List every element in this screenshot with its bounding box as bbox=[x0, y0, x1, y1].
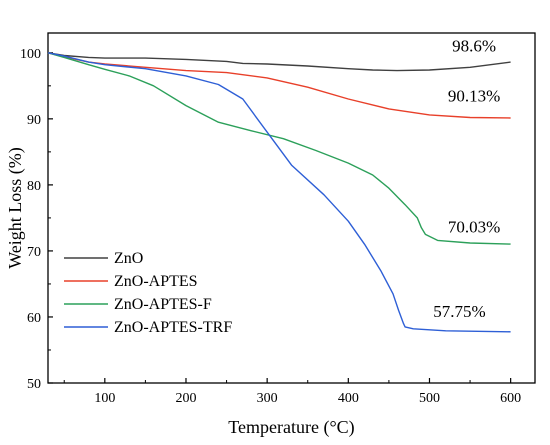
y-axis-title: Weight Loss (%) bbox=[5, 147, 26, 269]
x-tick-label: 200 bbox=[175, 391, 196, 406]
x-tick-label: 400 bbox=[338, 391, 359, 406]
legend-label: ZnO-APTES bbox=[114, 273, 198, 290]
x-tick-label: 300 bbox=[257, 391, 278, 406]
x-tick-label: 500 bbox=[419, 391, 440, 406]
series-line-zno-aptes-f bbox=[47, 52, 511, 245]
legend: ZnO ZnO-APTES ZnO-APTES-F ZnO-APTES-TRF bbox=[64, 250, 232, 336]
y-tick-label: 70 bbox=[27, 245, 41, 260]
value-annotation: 70.03% bbox=[448, 217, 500, 236]
x-tick-label: 600 bbox=[500, 391, 521, 406]
y-tick-label: 50 bbox=[27, 377, 41, 392]
annotations: 98.6% 90.13% 70.03% 57.75% bbox=[433, 36, 500, 320]
series-layer bbox=[47, 52, 511, 333]
value-annotation: 90.13% bbox=[448, 87, 500, 106]
x-axis: 100 200 300 400 500 600 bbox=[63, 378, 521, 406]
legend-label: ZnO-APTES-TRF bbox=[114, 319, 232, 336]
y-axis: 50 60 70 80 90 100 bbox=[20, 47, 53, 392]
legend-label: ZnO bbox=[114, 250, 143, 267]
x-axis-title: Temperature (°C) bbox=[228, 417, 354, 438]
y-tick-label: 90 bbox=[27, 113, 41, 128]
plot-frame bbox=[47, 32, 536, 384]
y-tick-label: 100 bbox=[20, 47, 41, 62]
series-line-zno bbox=[47, 52, 511, 72]
legend-label: ZnO-APTES-F bbox=[114, 296, 212, 313]
value-annotation: 98.6% bbox=[452, 36, 496, 55]
value-annotation: 57.75% bbox=[433, 302, 485, 321]
series-line-zno-aptes-trf bbox=[47, 52, 511, 333]
x-tick-label: 100 bbox=[94, 391, 115, 406]
y-tick-label: 60 bbox=[27, 311, 41, 326]
y-tick-label: 80 bbox=[27, 179, 41, 194]
